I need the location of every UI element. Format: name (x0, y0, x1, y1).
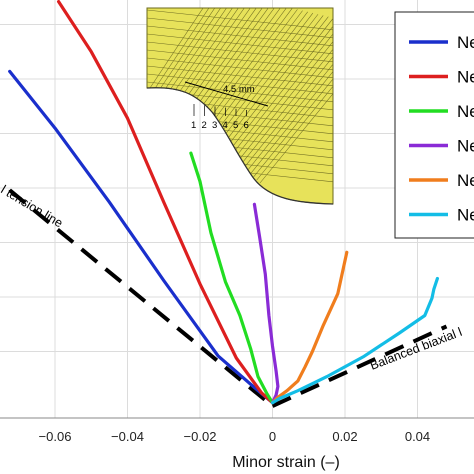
series-line-4 (252, 202, 280, 405)
x-tick-label-0: −0.06 (39, 429, 72, 444)
legend-label-5: Ne (457, 171, 474, 190)
series-line-5 (270, 250, 349, 405)
x-axis-title: Minor strain (–) (232, 454, 340, 471)
legend-label-6: Ne (457, 206, 474, 225)
inset-point-label-5: 5 (233, 120, 238, 131)
reference-lines (8, 188, 448, 408)
inset-notch-edge (146, 87, 334, 205)
inset-point-label-1: 1 (191, 120, 196, 131)
series-line-1 (8, 69, 275, 405)
legend-label-2: Ne (457, 68, 474, 87)
x-tick-label-5: 0.04 (405, 429, 430, 444)
inset-point-label-3: 3 (212, 120, 217, 131)
inset-point-label-6: 6 (244, 120, 249, 131)
x-tick-label-2: −0.02 (184, 429, 217, 444)
reference-line-0 (8, 188, 274, 408)
axes: −0.06 −0.04 −0.02 0 0.02 0.04 (0, 417, 474, 444)
legend-label-4: Ne (457, 137, 474, 156)
series-line-6 (270, 276, 439, 405)
x-tick-label-4: 0.02 (332, 429, 357, 444)
inset-point-label-4: 4 (223, 120, 228, 131)
legend-label-1: Ne (457, 33, 474, 52)
legend-label-3: Ne (457, 102, 474, 121)
x-tick-label-1: −0.04 (111, 429, 144, 444)
inset-dimension-line (184, 81, 269, 107)
legend: Ne Ne Ne Ne Ne Ne (394, 11, 474, 239)
series-line-2 (57, 0, 275, 405)
reference-line-1 (271, 324, 448, 408)
series-line-3 (189, 151, 275, 405)
legend-box (394, 11, 474, 239)
inset-point-label-2: 2 (202, 120, 207, 131)
inset-dimension-label: 4.5 mm (223, 84, 255, 95)
series (8, 0, 439, 405)
x-tick-label-3: 0 (269, 429, 276, 444)
